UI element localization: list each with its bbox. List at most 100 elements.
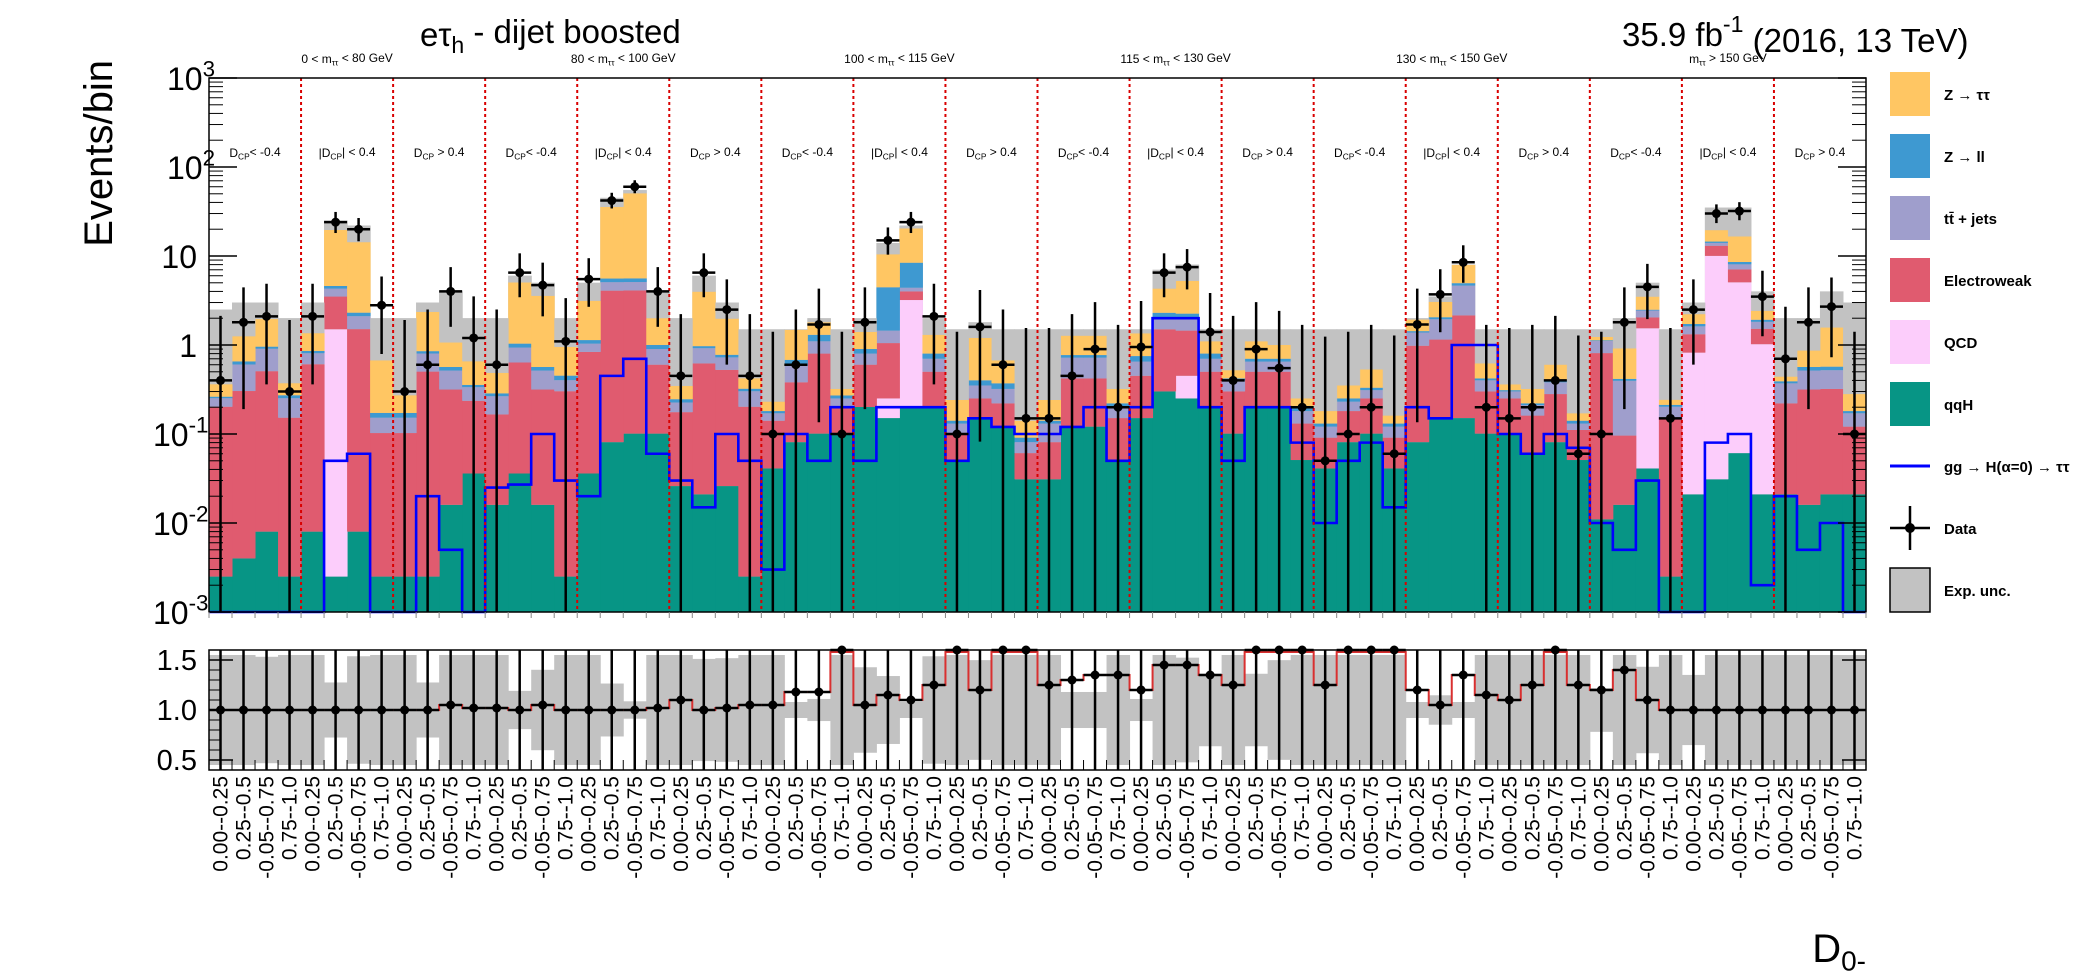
y-tick-label: 1 <box>179 328 197 364</box>
x-tick-label: 0.00--0.25 <box>1222 776 1245 872</box>
bar-electroweak <box>347 329 371 532</box>
data-point <box>1045 414 1054 423</box>
dcp-category-label: DCP​< -0.4 <box>782 145 834 162</box>
luminosity-rich: 35.9 fb-1​ (2016, 13 TeV) <box>1622 11 1969 59</box>
y-tick-label: 10-1​ <box>153 413 209 453</box>
data-point <box>1252 345 1261 354</box>
x-tick-label: 0.25--0.5 <box>969 776 992 860</box>
data-point <box>883 236 892 245</box>
bar-qqh <box>577 473 601 612</box>
ratio-point <box>354 706 363 715</box>
x-tick-label: 0.25--0.5 <box>1705 776 1728 860</box>
data-point <box>1597 430 1606 439</box>
bar-z-ll <box>692 346 716 348</box>
x-tick-label: 0.25--0.5 <box>1337 776 1360 860</box>
data-point <box>1482 403 1491 412</box>
mass-region-label: 0 < mττ​ < 80 GeV <box>301 51 392 68</box>
ratio-point <box>1206 671 1215 680</box>
bar-tt-jets <box>1176 319 1200 330</box>
x-tick-label: 0.00--0.25 <box>1406 776 1429 872</box>
dcp-category-label: DCP​ > 0.4 <box>690 145 741 162</box>
x-tick-label: 0.00--0.25 <box>854 776 877 872</box>
bar-electroweak <box>715 370 739 486</box>
ratio-point <box>262 706 271 715</box>
bar-qqh <box>1406 442 1430 612</box>
ratio-point <box>1482 691 1491 700</box>
x-tick-label: -0.05--0.75 <box>1084 776 1107 879</box>
data-point <box>354 225 363 234</box>
bar-electroweak <box>301 364 325 531</box>
bar-qqh <box>1797 505 1821 612</box>
data-point <box>492 360 501 369</box>
data-point <box>1021 414 1030 423</box>
legend-swatch <box>1890 382 1930 426</box>
bar-z- <box>370 360 394 413</box>
bar-z-ll <box>1728 262 1752 264</box>
x-tick-label: -0.05--0.75 <box>440 776 463 879</box>
dcp-category-label: |DCP​| < 0.4 <box>1423 145 1480 162</box>
x-tick-label: 0.25--0.5 <box>1061 776 1084 860</box>
ratio-point <box>1436 701 1445 710</box>
data-point <box>1804 318 1813 327</box>
data-point <box>1091 345 1100 354</box>
dcp-category-label: DCP​< -0.4 <box>229 145 281 162</box>
bar-z- <box>692 292 716 346</box>
bar-qqh <box>232 558 256 612</box>
dcp-category-label: DCP​ > 0.4 <box>1518 145 1569 162</box>
data-point <box>1344 430 1353 439</box>
bar-qqh <box>600 442 624 612</box>
x-tick-label: -0.05--0.75 <box>1452 776 1475 879</box>
data-point <box>239 318 248 327</box>
data-point <box>975 322 984 331</box>
x-tick-label: 0.00--0.25 <box>1314 776 1337 872</box>
bar-tt-jets <box>646 349 670 365</box>
ratio-point <box>1781 706 1790 715</box>
dcp-category-label: DCP​ > 0.4 <box>966 145 1017 162</box>
legend-label: QCD <box>1944 335 1978 352</box>
legend-item-ewk: Electroweak <box>1890 258 2032 302</box>
mass-region-label: 100 < mττ​ < 115 GeV <box>844 51 954 68</box>
data-point <box>1505 414 1514 423</box>
data-point <box>906 218 915 227</box>
dcp-category-label: DCP​ > 0.4 <box>1795 145 1846 162</box>
legend-item-unc: Exp. unc. <box>1890 568 2011 612</box>
bar-tt-jets <box>899 288 923 292</box>
bar-electroweak <box>370 433 394 577</box>
ratio-point <box>860 701 869 710</box>
bar-qcd <box>899 300 923 407</box>
ratio-point <box>1459 671 1468 680</box>
data-point <box>538 281 547 290</box>
data-point <box>1781 354 1790 363</box>
ratio-point <box>1137 686 1146 695</box>
x-tick-label: 0.00--0.25 <box>486 776 509 872</box>
data-point <box>1229 376 1238 385</box>
x-tick-label: 0.75--1.0 <box>831 776 854 860</box>
x-tick-label: 0.00--0.25 <box>302 776 325 872</box>
x-tick-label: -0.05--0.75 <box>1728 776 1751 879</box>
data-point <box>1643 282 1652 291</box>
ratio-point <box>1689 706 1698 715</box>
ratio-point <box>377 706 386 715</box>
bar-qqh <box>1452 418 1476 612</box>
bar-z- <box>347 242 371 313</box>
bar-z- <box>623 193 647 278</box>
x-tick-label: 0.75--1.0 <box>1107 776 1130 860</box>
data-point <box>1413 320 1422 329</box>
bar-qqh <box>370 577 394 612</box>
data-point <box>814 320 823 329</box>
bar-qqh <box>301 532 325 612</box>
ratio-point <box>1712 706 1721 715</box>
x-tick-label: 0.25--0.5 <box>1521 776 1544 860</box>
bar-qqh <box>1613 505 1637 612</box>
data-point <box>791 360 800 369</box>
ratio-y-tick-label: 0.5 <box>157 745 197 777</box>
x-tick-label: 0.25--0.5 <box>693 776 716 860</box>
dcp-category-label: DCP​ > 0.4 <box>414 145 465 162</box>
data-point <box>469 333 478 342</box>
ratio-point <box>515 706 524 715</box>
ratio-point <box>883 691 892 700</box>
bar-tt-jets <box>1452 286 1476 316</box>
data-point <box>607 196 616 205</box>
data-point <box>262 312 271 321</box>
